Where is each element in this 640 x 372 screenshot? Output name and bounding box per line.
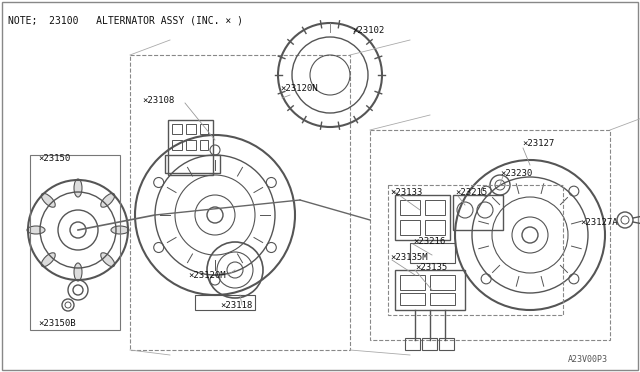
Ellipse shape <box>100 193 115 207</box>
Bar <box>200 124 208 134</box>
Bar <box>186 124 196 134</box>
Bar <box>410 243 455 263</box>
Bar <box>195 295 255 310</box>
Bar <box>165 155 220 173</box>
Bar <box>172 140 182 150</box>
Bar <box>430 293 455 305</box>
Bar <box>400 293 425 305</box>
Bar <box>172 124 182 134</box>
Text: ×23150: ×23150 <box>38 154 70 163</box>
Text: ×23215: ×23215 <box>455 187 487 196</box>
Text: ×23102: ×23102 <box>352 26 384 35</box>
Bar <box>400 275 425 290</box>
Bar <box>453 195 503 230</box>
Text: ×23135: ×23135 <box>415 263 447 272</box>
Bar <box>395 195 450 240</box>
Text: ×23120N: ×23120N <box>280 83 317 93</box>
Text: NOTE;  23100   ALTERNATOR ASSY (INC. × ): NOTE; 23100 ALTERNATOR ASSY (INC. × ) <box>8 15 243 25</box>
Bar <box>425 200 445 215</box>
Text: ×23230: ×23230 <box>500 169 532 177</box>
Text: ×23216: ×23216 <box>413 237 445 246</box>
Bar <box>168 120 213 175</box>
Bar <box>422 338 437 350</box>
Bar <box>400 200 420 215</box>
Text: ×23133: ×23133 <box>390 187 422 196</box>
Text: ×23120M: ×23120M <box>188 270 226 279</box>
Bar <box>439 338 454 350</box>
Bar <box>400 220 420 235</box>
Text: ×23118: ×23118 <box>220 301 252 310</box>
Text: ×23127A: ×23127A <box>580 218 618 227</box>
Ellipse shape <box>111 226 129 234</box>
Ellipse shape <box>27 226 45 234</box>
Ellipse shape <box>100 253 115 267</box>
Text: A23V00P3: A23V00P3 <box>568 355 608 364</box>
Text: ×23127: ×23127 <box>522 138 554 148</box>
Text: ×23150B: ×23150B <box>38 318 76 327</box>
Ellipse shape <box>74 263 82 281</box>
Text: ×23108: ×23108 <box>142 96 174 105</box>
Ellipse shape <box>74 179 82 197</box>
Bar <box>186 140 196 150</box>
Bar <box>405 338 420 350</box>
Ellipse shape <box>42 253 55 267</box>
Bar <box>395 270 465 310</box>
Bar <box>200 140 208 150</box>
Text: ×23135M: ×23135M <box>390 253 428 263</box>
Bar <box>430 275 455 290</box>
Bar <box>425 220 445 235</box>
Ellipse shape <box>42 193 55 207</box>
